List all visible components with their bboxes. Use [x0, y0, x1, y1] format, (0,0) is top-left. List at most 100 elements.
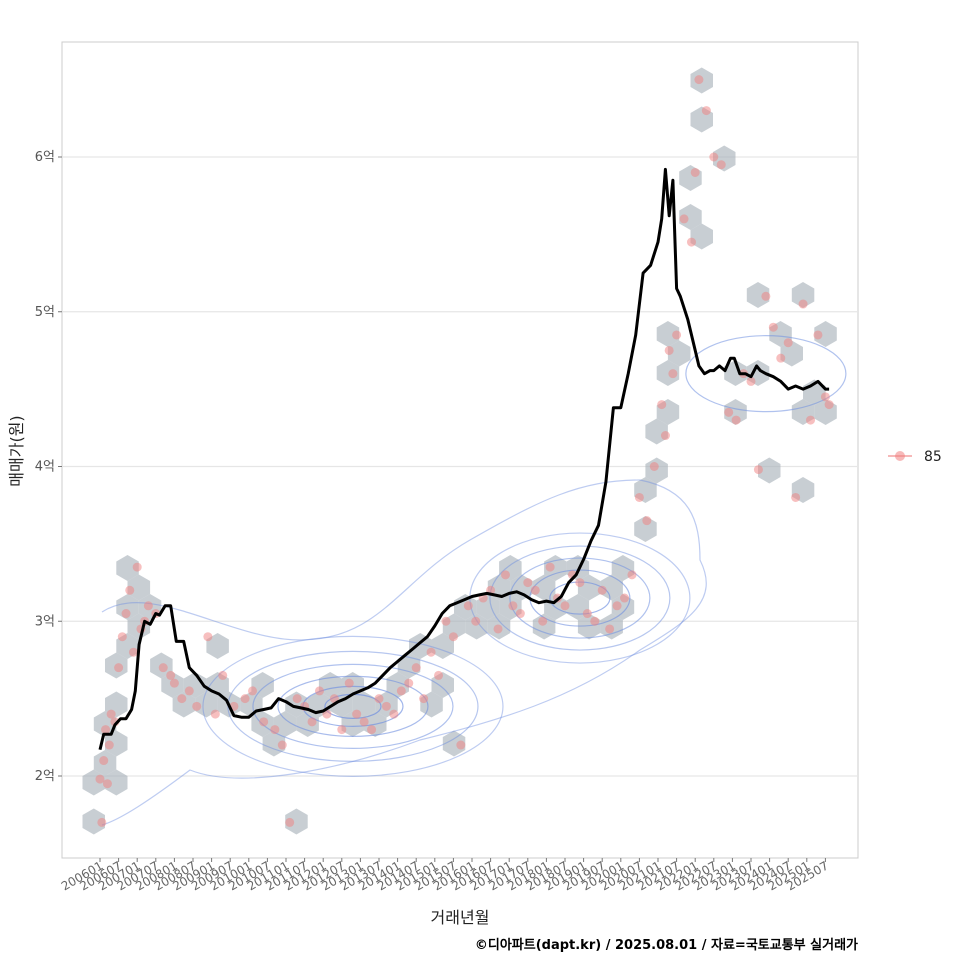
data-point	[657, 400, 667, 410]
data-point	[538, 616, 548, 626]
data-point	[709, 152, 719, 162]
density-contour	[252, 663, 454, 749]
data-point	[448, 632, 458, 642]
hexbin	[285, 808, 308, 835]
data-point	[307, 717, 317, 727]
y-tick-label: 5억	[35, 305, 55, 320]
data-point	[125, 585, 135, 595]
data-point	[471, 616, 481, 626]
data-point	[813, 330, 823, 340]
hexbin	[724, 399, 747, 425]
data-point	[248, 686, 258, 696]
data-point	[690, 167, 700, 177]
data-point	[97, 817, 107, 827]
data-point	[545, 562, 555, 572]
hexbin	[251, 672, 274, 698]
data-point	[627, 570, 637, 580]
data-point	[132, 562, 142, 572]
hexbin	[600, 574, 623, 601]
data-point	[218, 670, 228, 680]
hexbin	[690, 223, 713, 250]
data-point	[177, 694, 187, 704]
data-point	[746, 376, 756, 386]
data-point	[679, 214, 689, 224]
data-point	[597, 585, 607, 595]
hexbin	[780, 340, 803, 367]
data-point	[240, 694, 250, 704]
density-contour	[509, 557, 651, 639]
data-point	[143, 601, 153, 611]
data-point	[783, 338, 793, 348]
y-tick-label: 2억	[35, 769, 55, 784]
data-point	[99, 756, 109, 766]
data-point	[716, 160, 726, 170]
hexbin	[273, 711, 297, 737]
data-point	[575, 578, 585, 588]
data-point	[791, 492, 801, 502]
hexbin	[758, 457, 781, 484]
data-point	[367, 725, 377, 735]
legend-label: 85	[924, 449, 942, 465]
data-point	[824, 400, 834, 410]
data-point	[128, 647, 138, 657]
data-point	[434, 670, 444, 680]
data-point	[820, 392, 830, 402]
data-point	[102, 779, 112, 789]
data-point	[694, 75, 704, 85]
hexbin	[105, 730, 128, 757]
data-point	[285, 817, 295, 827]
data-point	[463, 601, 473, 611]
trend-line	[98, 167, 830, 751]
hexbin	[397, 652, 421, 679]
data-point	[530, 585, 540, 595]
data-point	[590, 616, 600, 626]
y-tick-label: 6억	[35, 150, 55, 165]
data-point	[620, 593, 630, 603]
data-point	[419, 694, 429, 704]
data-point	[184, 686, 194, 696]
data-point	[776, 353, 786, 363]
hexbin	[431, 633, 454, 659]
data-point	[101, 725, 111, 735]
density-contour	[101, 479, 707, 826]
y-axis-label: 매매가(원)	[7, 415, 26, 486]
y-tick-label: 4억	[35, 460, 55, 475]
hexbin	[82, 808, 105, 835]
data-point	[374, 694, 384, 704]
data-point	[337, 725, 347, 735]
data-point	[389, 709, 399, 719]
data-point	[701, 106, 711, 116]
data-point	[560, 601, 570, 611]
data-point	[686, 237, 696, 247]
hexbin	[532, 574, 556, 601]
data-point	[104, 740, 114, 750]
density-contour	[202, 635, 504, 777]
trend-line-path	[98, 167, 830, 751]
data-point	[106, 709, 116, 719]
data-point	[660, 431, 670, 441]
data-point	[270, 725, 280, 735]
data-point	[121, 609, 131, 619]
hexbin	[442, 730, 466, 757]
y-tick-label: 3억	[35, 614, 55, 629]
data-point	[95, 774, 105, 784]
data-point	[493, 624, 503, 634]
data-point	[396, 686, 406, 696]
hexbin	[465, 613, 488, 640]
data-point	[426, 647, 436, 657]
data-point	[114, 663, 124, 673]
hexbin	[679, 204, 702, 230]
data-point	[724, 407, 734, 417]
data-point	[359, 717, 369, 727]
data-point	[411, 663, 421, 673]
data-point	[664, 345, 674, 355]
data-point	[259, 717, 269, 727]
data-point	[649, 462, 659, 471]
hexbin	[296, 711, 319, 737]
data-point	[169, 678, 179, 688]
data-point	[768, 322, 778, 332]
hexbin	[105, 769, 128, 796]
hexbin	[656, 360, 680, 386]
hexbin	[667, 340, 691, 367]
legend-point	[895, 451, 905, 461]
